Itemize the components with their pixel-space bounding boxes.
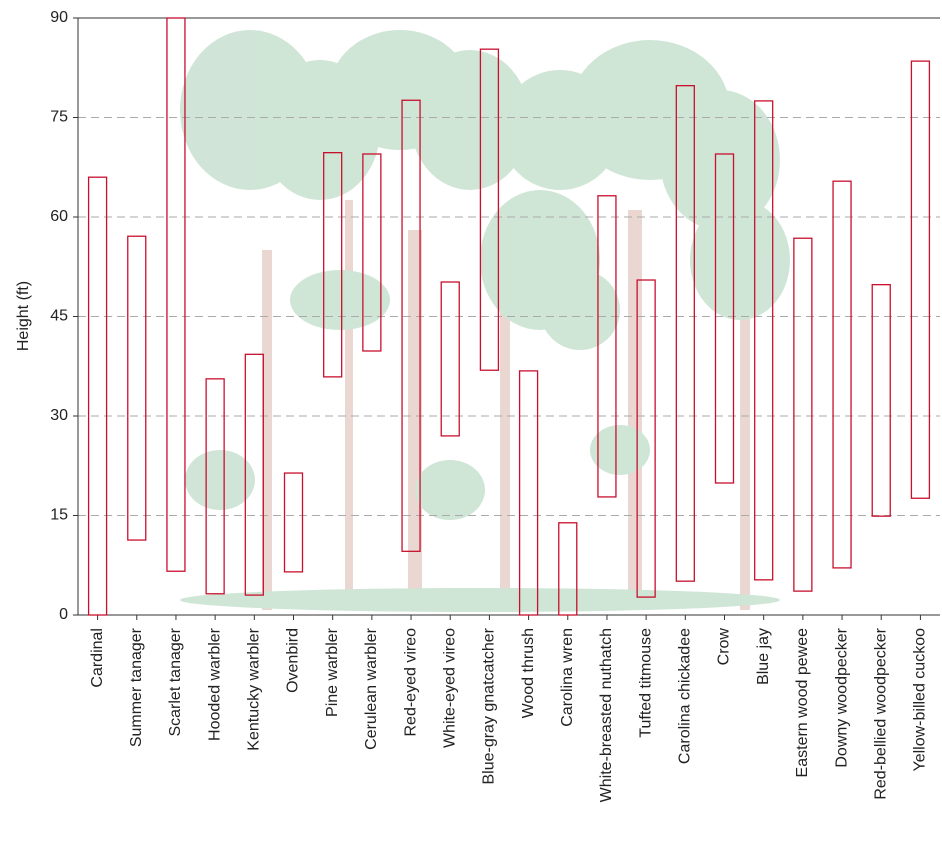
y-tick-label: 15 bbox=[50, 507, 68, 524]
x-tick-label: Kentucky warbler bbox=[246, 627, 263, 750]
range-bar bbox=[636, 279, 656, 598]
range-bar bbox=[754, 100, 774, 581]
y-tick-label: 30 bbox=[50, 407, 68, 424]
x-tick-label: Red-bellied woodpecker bbox=[872, 627, 889, 799]
range-bar bbox=[362, 153, 382, 352]
range-bar bbox=[910, 60, 931, 499]
x-tick-label: Hooded warbler bbox=[206, 627, 223, 741]
range-bar bbox=[871, 284, 891, 517]
range-bar bbox=[166, 17, 186, 572]
y-tick-label: 75 bbox=[50, 109, 68, 126]
x-tick-label: Eastern wood pewee bbox=[794, 628, 811, 778]
x-tick-label: Scarlet tanager bbox=[167, 627, 184, 736]
x-tick-label: Carolina wren bbox=[559, 628, 576, 727]
x-tick-label: Ovenbird bbox=[285, 628, 302, 693]
x-tick-label: Cerulean warbler bbox=[363, 627, 380, 750]
range-bar bbox=[244, 353, 264, 596]
y-tick-label: 0 bbox=[59, 606, 68, 623]
x-tick-label: Carolina chickadee bbox=[677, 628, 694, 764]
range-bar bbox=[283, 472, 304, 573]
range-bar bbox=[518, 370, 539, 616]
x-tick-label: Crow bbox=[716, 628, 733, 666]
x-tick-label: Red-eyed vireo bbox=[402, 628, 419, 737]
range-bar bbox=[401, 99, 421, 552]
x-tick-label: Summer tanager bbox=[128, 627, 145, 747]
y-tick-label: 60 bbox=[50, 208, 68, 225]
x-tick-label: Blue-gray gnatcatcher bbox=[481, 627, 498, 784]
range-bar bbox=[675, 85, 695, 582]
x-tick-label: Wood thrush bbox=[520, 628, 537, 718]
x-tick-label: Yellow-billed cuckoo bbox=[912, 628, 929, 772]
y-tick-label: 45 bbox=[50, 308, 68, 325]
y-tick-label: 90 bbox=[50, 9, 68, 26]
range-bar bbox=[323, 152, 343, 378]
x-tick-label: White-eyed vireo bbox=[441, 628, 458, 748]
x-tick-label: Tufted titmouse bbox=[637, 628, 654, 738]
range-bar bbox=[205, 378, 225, 595]
x-tick-label: Cardinal bbox=[89, 628, 106, 688]
x-tick-label: White-breasted nuthatch bbox=[598, 628, 615, 802]
x-tick-label: Blue jay bbox=[755, 628, 772, 685]
tree-illustration bbox=[180, 30, 790, 612]
range-bar bbox=[479, 48, 500, 371]
y-axis-label: Height (ft) bbox=[15, 281, 32, 351]
range-bar bbox=[127, 235, 147, 541]
range-bar bbox=[597, 195, 617, 498]
range-bar bbox=[793, 237, 813, 592]
range-bar bbox=[558, 522, 578, 616]
x-tick-label: Pine warbler bbox=[324, 627, 341, 717]
x-tick-label: Downy woodpecker bbox=[833, 627, 850, 767]
range-bar bbox=[87, 176, 108, 616]
range-bar bbox=[832, 180, 852, 569]
range-bar bbox=[714, 153, 735, 484]
range-bar bbox=[440, 281, 460, 437]
